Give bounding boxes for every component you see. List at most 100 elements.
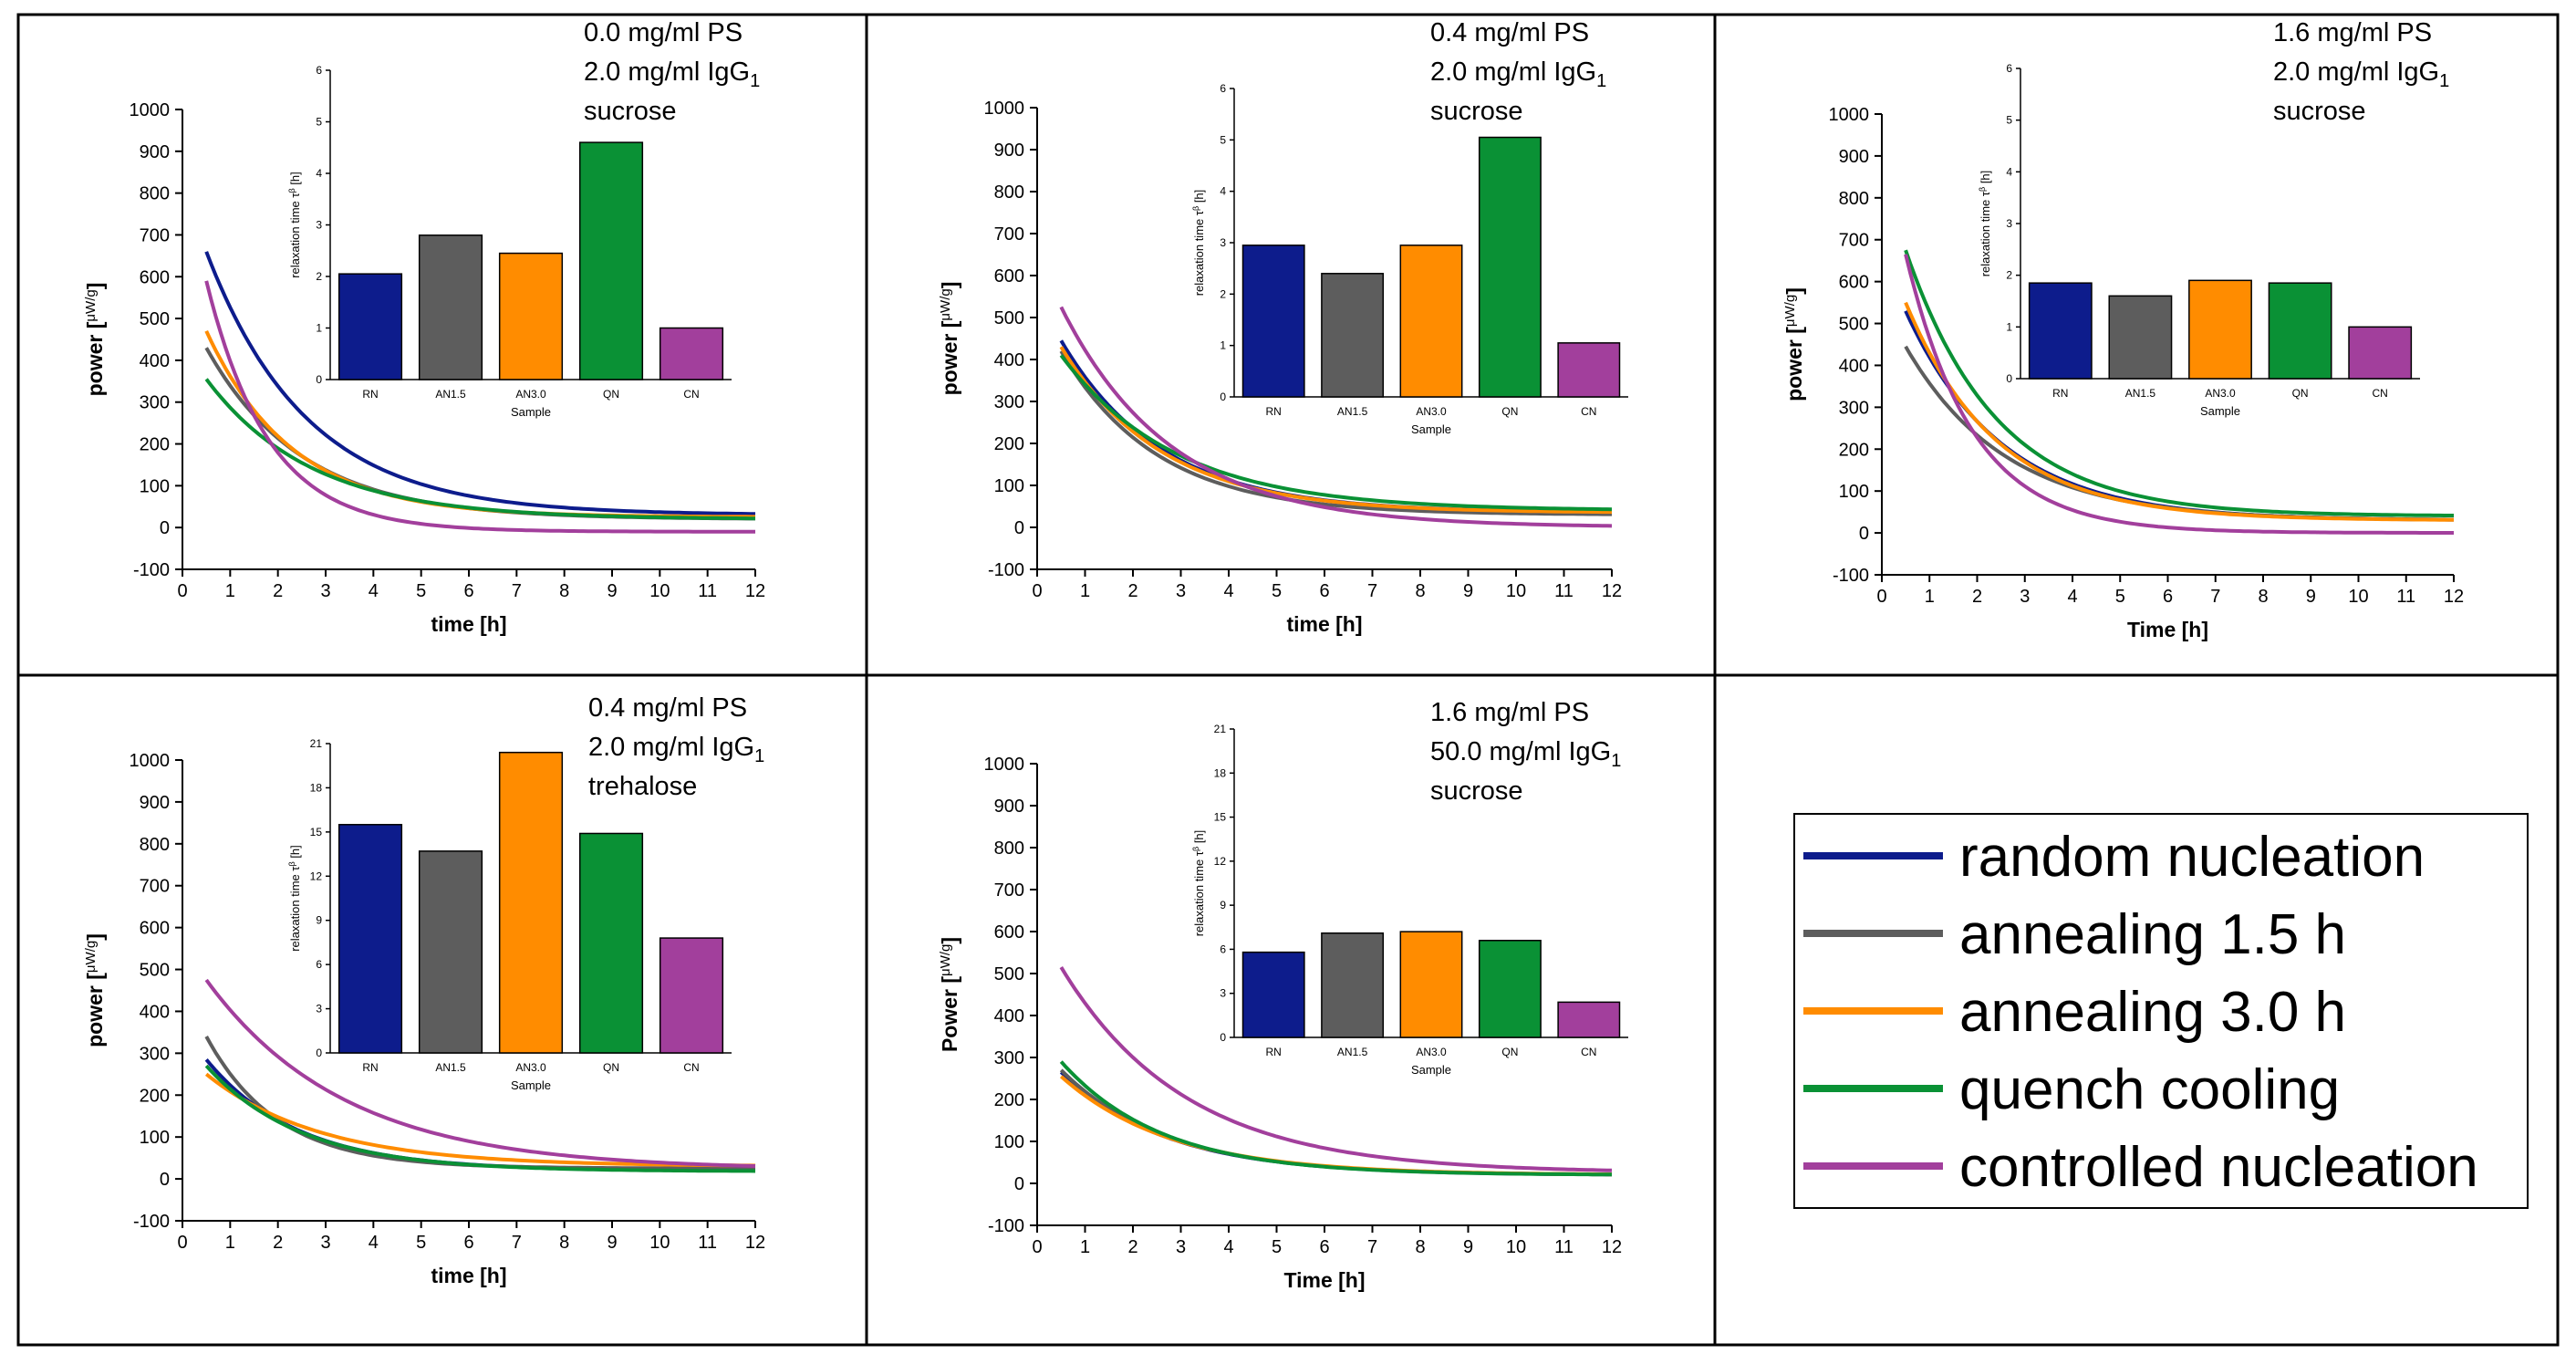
x-tick-label: 5	[1272, 1237, 1282, 1257]
inset-y-axis-label-sup: β	[1191, 206, 1200, 211]
inset-bar-CN	[659, 937, 724, 1054]
inset-y-axis-label-sup: β	[1191, 847, 1200, 851]
inset-bar-CN	[1557, 1001, 1621, 1038]
inset-bar-AN3.0	[498, 751, 564, 1054]
y-tick-label: 800	[140, 184, 170, 204]
x-axis-label: time [h]	[431, 1264, 506, 1287]
x-tick-label: 2	[1127, 1237, 1137, 1257]
y-axis-label: power [μW/g]	[938, 282, 961, 396]
inset-y-tick-label: 3	[2006, 217, 2012, 230]
series-line-4	[1059, 1060, 1612, 1177]
y-tick-label: 0	[1859, 524, 1869, 544]
y-tick-label: 700	[140, 877, 170, 897]
y-tick-label: 200	[994, 1090, 1024, 1110]
sample-annotation-line1: 1.6 mg/ml PS	[2273, 18, 2432, 47]
x-tick-label: 6	[463, 1233, 473, 1253]
inset-y-tick-label: 0	[316, 1047, 322, 1059]
x-tick-label: 5	[416, 1233, 426, 1253]
inset-y-axis-label: relaxation time τβ [h]	[287, 845, 302, 952]
y-axis-label: power [μW/g]	[83, 933, 107, 1047]
y-tick-label: 500	[994, 964, 1024, 984]
inset-x-tick-label: AN3.0	[1416, 405, 1447, 418]
inset-y-tick-label: 1	[2006, 320, 2012, 333]
sample-annotation-line2: 2.0 mg/ml IgG1	[588, 733, 764, 766]
inset-y-axis-label: relaxation time τβ [h]	[1191, 190, 1206, 297]
inset-y-axis-label: relaxation time τβ [h]	[1978, 171, 1992, 277]
sample-annotation-line3: trehalose	[588, 772, 697, 801]
inset-y-tick-label: 3	[1220, 236, 1226, 249]
x-tick-label: 1	[225, 581, 235, 601]
x-tick-label: 2	[1127, 581, 1137, 601]
x-tick-label: 3	[1176, 581, 1186, 601]
panel-p3: 0 1 2 3 4 5 6 7 8 9 10 11 12-10001002003004005006007…	[1782, 18, 2464, 641]
series-line-5	[1059, 966, 1613, 1172]
inset-x-tick-label: RN	[362, 388, 378, 401]
inset-x-tick-label: AN3.0	[1416, 1046, 1447, 1058]
sample-annotation-line3: sucrose	[2273, 97, 2366, 126]
inset-bar-AN1.5	[1321, 932, 1385, 1038]
inset-x-tick-label: AN1.5	[1337, 1046, 1368, 1058]
y-tick-label: 900	[994, 797, 1024, 817]
inset-bar-RN	[338, 273, 403, 380]
panel-p5: 0 1 2 3 4 5 6 7 8 9 10 11 12-10001002003004005006007…	[938, 698, 1628, 1292]
legend-label-2: annealing 1.5 h	[1959, 903, 2346, 966]
inset-y-axis-label-text: relaxation time τ	[1192, 210, 1206, 296]
inset-bar-chart: 0 1 2 3 4 5 6 RN AN1.5 AN3.0 QN CN Sample relaxation …	[287, 64, 732, 419]
x-tick-label: 3	[320, 1233, 330, 1253]
inset-y-axis-label-sup: β	[287, 861, 296, 866]
x-tick-label: 1	[1925, 587, 1935, 607]
y-tick-label: 200	[1839, 440, 1869, 460]
y-tick-label: 400	[140, 351, 170, 371]
x-axis-label: time [h]	[1286, 612, 1362, 636]
annotation-subscript: 1	[1611, 751, 1621, 771]
y-tick-label: 900	[140, 793, 170, 813]
y-axis-label-close: ]	[1782, 287, 1806, 295]
inset-y-tick-label: 4	[1220, 185, 1226, 198]
x-tick-label: 10	[649, 581, 670, 601]
inset-x-tick-label: QN	[2292, 387, 2309, 400]
inset-y-tick-label: 6	[1220, 943, 1226, 955]
x-tick-label: 6	[463, 581, 473, 601]
inset-x-tick-label: AN3.0	[515, 1061, 546, 1074]
y-tick-label: 500	[140, 961, 170, 981]
inset-y-tick-label: 15	[1214, 811, 1227, 824]
inset-y-axis-label-unit: [h]	[1192, 190, 1206, 206]
x-tick-label: 7	[512, 581, 522, 601]
x-tick-label: 11	[1554, 581, 1574, 601]
sample-annotation-line2: 2.0 mg/ml IgG1	[584, 57, 760, 91]
annotation-text: 50.0 mg/ml IgG	[1430, 737, 1611, 766]
x-tick-label: 2	[273, 581, 283, 601]
y-tick-label: 700	[994, 880, 1024, 901]
y-axis-label: Power [μW/g]	[938, 937, 961, 1052]
y-tick-label: 1000	[1829, 105, 1870, 125]
annotation-subscript: 1	[1596, 71, 1606, 91]
y-axis-unit: μW/g	[83, 289, 99, 321]
y-tick-label: 600	[1839, 273, 1869, 293]
inset-x-tick-label: AN1.5	[2125, 387, 2156, 400]
inset-bar-QN	[2268, 282, 2332, 380]
inset-x-axis-label: Sample	[1411, 1063, 1451, 1077]
inset-x-tick-label: CN	[683, 388, 699, 401]
y-tick-label: 300	[1839, 398, 1869, 418]
y-tick-label: 100	[1839, 482, 1869, 502]
x-tick-label: 5	[1272, 581, 1282, 601]
inset-y-tick-label: 1	[1220, 339, 1226, 352]
x-tick-label: 2	[273, 1233, 283, 1253]
x-tick-label: 6	[2163, 587, 2173, 607]
x-tick-label: 12	[1602, 581, 1622, 601]
x-tick-label: 12	[2444, 587, 2464, 607]
inset-y-axis-label-unit: [h]	[1979, 171, 1992, 187]
inset-y-tick-label: 5	[1220, 133, 1226, 146]
x-tick-label: 7	[512, 1233, 522, 1253]
inset-y-tick-label: 9	[316, 914, 322, 927]
y-tick-label: 700	[1839, 231, 1869, 251]
y-tick-label: 600	[140, 267, 170, 287]
x-tick-label: 3	[2020, 587, 2030, 607]
panel-grid	[16, 13, 2560, 1347]
inset-bar-AN3.0	[1399, 245, 1463, 398]
inset-bar-CN	[659, 327, 724, 380]
inset-y-tick-label: 12	[310, 870, 323, 882]
y-tick-label: 800	[140, 835, 170, 855]
inset-y-tick-label: 1	[316, 322, 322, 335]
inset-x-axis-label: Sample	[511, 405, 551, 419]
